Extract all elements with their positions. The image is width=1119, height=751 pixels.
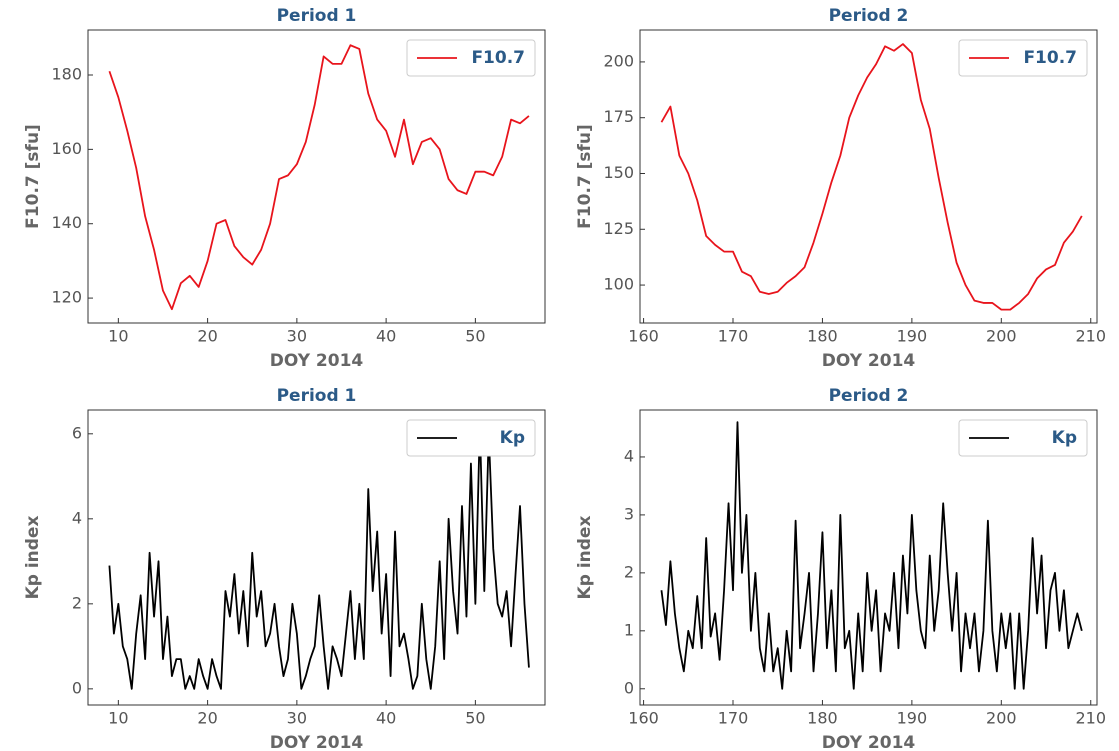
x-tick-label: 190 bbox=[897, 327, 928, 346]
data-line bbox=[660, 43, 1083, 311]
x-tick-label: 160 bbox=[628, 327, 659, 346]
axes-frame bbox=[639, 409, 1098, 706]
x-tick-label: 40 bbox=[376, 709, 396, 728]
axes-frame bbox=[87, 29, 546, 324]
y-tick-label: 0 bbox=[72, 678, 82, 697]
legend-box bbox=[406, 39, 536, 77]
legend-box bbox=[958, 39, 1088, 77]
x-tick-label: 10 bbox=[108, 709, 128, 728]
y-tick-label: 2 bbox=[624, 562, 634, 581]
x-tick-label: 20 bbox=[197, 709, 217, 728]
x-tick-label: 180 bbox=[807, 709, 838, 728]
y-axis-label: F10.7 [sfu] bbox=[23, 124, 43, 229]
x-tick-label: 200 bbox=[986, 327, 1017, 346]
axes-frame bbox=[639, 29, 1098, 324]
legend-label: F10.7 bbox=[471, 48, 525, 68]
x-axis-label: DOY 2014 bbox=[270, 351, 364, 371]
y-tick-label: 4 bbox=[624, 446, 634, 465]
data-line bbox=[660, 421, 1083, 690]
x-tick-label: 200 bbox=[986, 709, 1017, 728]
legend-label: Kp bbox=[500, 428, 525, 448]
x-tick-label: 170 bbox=[718, 709, 749, 728]
y-tick-label: 150 bbox=[603, 163, 634, 182]
x-tick-label: 210 bbox=[1075, 709, 1106, 728]
y-tick-label: 6 bbox=[72, 423, 82, 442]
x-tick-label: 30 bbox=[287, 327, 307, 346]
y-tick-label: 3 bbox=[624, 504, 634, 523]
x-tick-label: 210 bbox=[1075, 327, 1106, 346]
x-tick-label: 160 bbox=[628, 709, 659, 728]
y-axis-label: F10.7 [sfu] bbox=[575, 124, 595, 229]
panel-title: Period 1 bbox=[277, 386, 357, 406]
y-axis-label: Kp index bbox=[575, 516, 595, 600]
legend-label: F10.7 bbox=[1023, 48, 1077, 68]
data-line bbox=[108, 424, 530, 690]
y-tick-label: 100 bbox=[603, 275, 634, 294]
x-tick-label: 50 bbox=[465, 709, 485, 728]
x-tick-label: 40 bbox=[376, 327, 396, 346]
y-axis-label: Kp index bbox=[23, 516, 43, 600]
x-axis-label: DOY 2014 bbox=[822, 733, 916, 751]
y-tick-label: 4 bbox=[72, 508, 82, 527]
y-tick-label: 160 bbox=[51, 139, 82, 158]
y-tick-label: 2 bbox=[72, 593, 82, 612]
y-tick-label: 175 bbox=[603, 107, 634, 126]
x-tick-label: 190 bbox=[897, 709, 928, 728]
y-tick-label: 180 bbox=[51, 64, 82, 83]
x-tick-label: 50 bbox=[465, 327, 485, 346]
x-tick-label: 10 bbox=[108, 327, 128, 346]
y-tick-label: 120 bbox=[51, 288, 82, 307]
data-line bbox=[108, 44, 530, 311]
panel-title: Period 1 bbox=[277, 6, 357, 26]
x-axis-label: DOY 2014 bbox=[270, 733, 364, 751]
y-tick-label: 125 bbox=[603, 219, 634, 238]
y-tick-label: 140 bbox=[51, 213, 82, 232]
legend-label: Kp bbox=[1052, 428, 1077, 448]
x-axis-label: DOY 2014 bbox=[822, 351, 916, 371]
y-tick-label: 1 bbox=[624, 620, 634, 639]
axes-frame bbox=[87, 409, 546, 706]
panel-title: Period 2 bbox=[829, 6, 909, 26]
legend-box bbox=[958, 419, 1088, 457]
y-tick-label: 0 bbox=[624, 678, 634, 697]
x-tick-label: 170 bbox=[718, 327, 749, 346]
panel-title: Period 2 bbox=[829, 386, 909, 406]
legend-box bbox=[406, 419, 536, 457]
x-tick-label: 30 bbox=[287, 709, 307, 728]
x-tick-label: 180 bbox=[807, 327, 838, 346]
x-tick-label: 20 bbox=[197, 327, 217, 346]
y-tick-label: 200 bbox=[603, 51, 634, 70]
